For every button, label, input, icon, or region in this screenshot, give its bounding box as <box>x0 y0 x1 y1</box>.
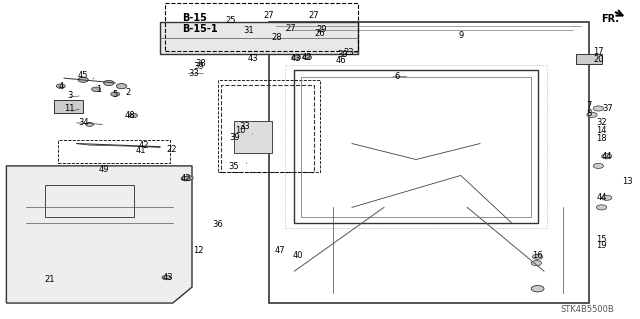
Text: 3: 3 <box>68 91 73 100</box>
Circle shape <box>184 176 193 180</box>
Text: 44: 44 <box>596 193 607 202</box>
Circle shape <box>602 154 612 159</box>
Text: 22: 22 <box>166 145 177 154</box>
Text: 29: 29 <box>316 25 326 34</box>
Circle shape <box>596 205 607 210</box>
Text: 35: 35 <box>228 162 239 171</box>
Circle shape <box>531 286 544 292</box>
Text: 15: 15 <box>596 235 607 244</box>
Text: 27: 27 <box>308 11 319 20</box>
Text: 23: 23 <box>344 48 354 57</box>
Text: 43: 43 <box>291 54 301 63</box>
Text: 27: 27 <box>264 11 274 20</box>
Polygon shape <box>160 22 358 54</box>
Text: 18: 18 <box>596 134 607 143</box>
Text: 48: 48 <box>125 111 135 120</box>
Text: 33: 33 <box>239 122 250 130</box>
Text: 39: 39 <box>193 62 204 71</box>
Text: 42: 42 <box>180 174 191 182</box>
Circle shape <box>78 77 88 82</box>
Text: 10: 10 <box>235 126 245 135</box>
Text: 21: 21 <box>45 275 55 284</box>
Circle shape <box>593 106 604 111</box>
Text: 42: 42 <box>139 141 149 150</box>
Text: 43: 43 <box>248 54 258 63</box>
Circle shape <box>593 163 604 168</box>
Text: FR.: FR. <box>602 14 620 24</box>
Circle shape <box>587 112 597 117</box>
Text: STK4B5500B: STK4B5500B <box>561 305 614 314</box>
Text: 44: 44 <box>602 152 612 161</box>
Text: 45: 45 <box>78 71 88 80</box>
Text: 5: 5 <box>113 90 118 99</box>
Polygon shape <box>6 166 192 303</box>
Text: 2: 2 <box>125 88 131 97</box>
Bar <box>234 121 272 153</box>
Circle shape <box>532 254 543 259</box>
Circle shape <box>303 55 312 60</box>
Text: 41: 41 <box>136 146 146 155</box>
Text: 49: 49 <box>99 165 109 174</box>
Circle shape <box>181 176 190 181</box>
Text: 34: 34 <box>78 118 88 127</box>
Circle shape <box>92 87 100 92</box>
Text: 19: 19 <box>596 241 607 250</box>
Text: 12: 12 <box>193 246 204 255</box>
Bar <box>576 54 602 64</box>
Text: 13: 13 <box>622 177 632 186</box>
Bar <box>218 80 320 172</box>
Text: 8: 8 <box>586 109 591 118</box>
Text: B-15: B-15 <box>182 12 207 23</box>
Circle shape <box>292 55 301 60</box>
Text: 25: 25 <box>225 16 236 25</box>
Text: 37: 37 <box>603 104 613 113</box>
Circle shape <box>129 113 138 118</box>
Text: 28: 28 <box>271 33 282 42</box>
Text: 33: 33 <box>188 69 198 78</box>
Text: 14: 14 <box>596 126 607 135</box>
Text: 40: 40 <box>292 251 303 260</box>
Text: 16: 16 <box>532 251 543 260</box>
Text: 38: 38 <box>195 59 205 68</box>
Text: 4: 4 <box>58 82 63 91</box>
Circle shape <box>531 261 541 266</box>
Text: 43: 43 <box>163 273 173 282</box>
Text: 1: 1 <box>97 85 102 94</box>
Text: 42: 42 <box>302 53 312 62</box>
Text: 9: 9 <box>458 31 463 40</box>
Text: 17: 17 <box>593 47 604 56</box>
Text: 46: 46 <box>335 56 346 65</box>
Text: 27: 27 <box>286 24 296 33</box>
Text: 11: 11 <box>64 104 74 113</box>
Text: B-15-1: B-15-1 <box>182 24 218 34</box>
Bar <box>45 185 134 217</box>
Bar <box>221 85 314 172</box>
Circle shape <box>602 195 612 200</box>
Text: 6: 6 <box>394 72 399 81</box>
Bar <box>58 140 170 163</box>
Text: 31: 31 <box>243 26 253 35</box>
Circle shape <box>162 275 171 280</box>
Text: 7: 7 <box>586 101 591 110</box>
Bar <box>54 100 83 113</box>
Circle shape <box>116 84 127 89</box>
Text: 36: 36 <box>212 220 223 229</box>
Text: 26: 26 <box>315 29 325 38</box>
Text: 32: 32 <box>596 118 607 127</box>
Text: 30: 30 <box>337 50 348 59</box>
Circle shape <box>111 92 120 96</box>
Circle shape <box>86 122 93 126</box>
Text: 39: 39 <box>230 133 240 142</box>
Text: 20: 20 <box>593 55 604 63</box>
Circle shape <box>56 84 65 88</box>
Bar <box>165 3 358 51</box>
Text: 47: 47 <box>275 246 285 255</box>
Circle shape <box>104 80 114 85</box>
